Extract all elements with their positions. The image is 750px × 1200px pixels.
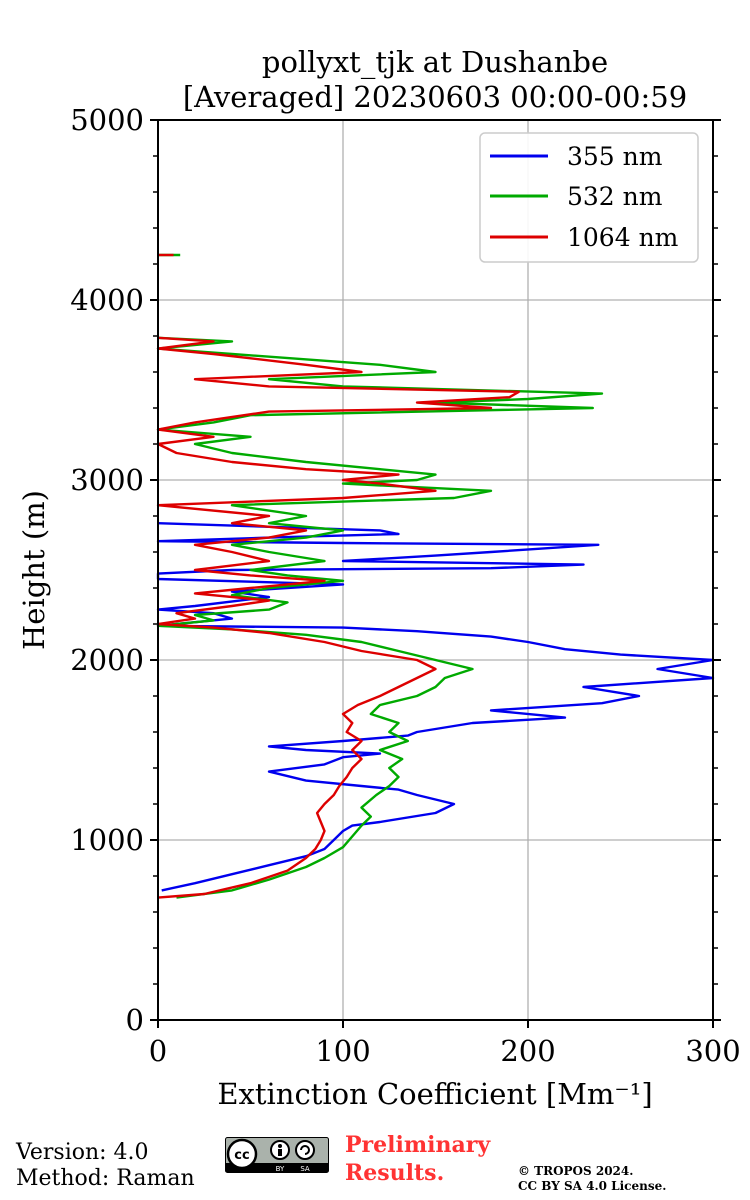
x-tick-label: 300 (685, 1034, 740, 1068)
cc-by-sa-badge: cc BY SA (225, 1137, 329, 1173)
legend: 355 nm 532 nm 1064 nm (479, 132, 699, 263)
y-tick-label: 4000 (70, 283, 144, 317)
preliminary-results-notice: Preliminary Results. (345, 1131, 490, 1187)
y-tick-label: 2000 (70, 643, 144, 677)
series-1064-nm (156, 336, 520, 899)
copyright-line1: © TROPOS 2024. (518, 1164, 634, 1178)
series-532-nm (156, 336, 604, 899)
plot-area (156, 253, 715, 899)
sa-icon (295, 1140, 315, 1160)
legend-label-532: 532 nm (567, 182, 663, 211)
x-tick-label: 200 (500, 1034, 555, 1068)
chart-title: pollyxt_tjk at Dushanbe (262, 45, 608, 80)
legend-label-1064: 1064 nm (567, 223, 679, 252)
axes-frame (157, 119, 714, 1021)
copyright-line2: CC BY SA 4.0 License. (518, 1179, 667, 1193)
copyright-notice: © TROPOS 2024. CC BY SA 4.0 License. (518, 1164, 666, 1194)
series-355-nm (156, 522, 715, 892)
cc-text: cc (234, 1148, 249, 1163)
cc-sa-text: SA (300, 1165, 310, 1173)
x-tick-label: 0 (149, 1034, 167, 1068)
x-axis-label: Extinction Coefficient [Mm⁻¹] (217, 1077, 652, 1111)
series-line (156, 336, 520, 899)
series-line (156, 336, 604, 899)
version-text: Version: 4.0 (16, 1140, 149, 1165)
preliminary-line2: Results. (345, 1160, 445, 1186)
legend-label-355: 355 nm (567, 142, 663, 171)
y-tick-label: 0 (126, 1003, 144, 1037)
x-tick-label: 100 (315, 1034, 370, 1068)
chart-subtitle: [Averaged] 20230603 00:00-00:59 (183, 80, 687, 114)
series-line (156, 522, 715, 892)
version-info: Version: 4.0 Method: Raman (16, 1140, 195, 1192)
method-text: Method: Raman (16, 1166, 195, 1191)
y-tick-label: 1000 (70, 823, 144, 857)
y-tick-label: 5000 (70, 103, 144, 137)
legend-box (479, 132, 699, 263)
y-axis-label: Height (m) (17, 490, 51, 650)
preliminary-line1: Preliminary (345, 1132, 491, 1158)
cc-icon (226, 1138, 258, 1170)
cc-by-text: BY (276, 1165, 285, 1173)
y-tick-label: 3000 (70, 463, 144, 497)
